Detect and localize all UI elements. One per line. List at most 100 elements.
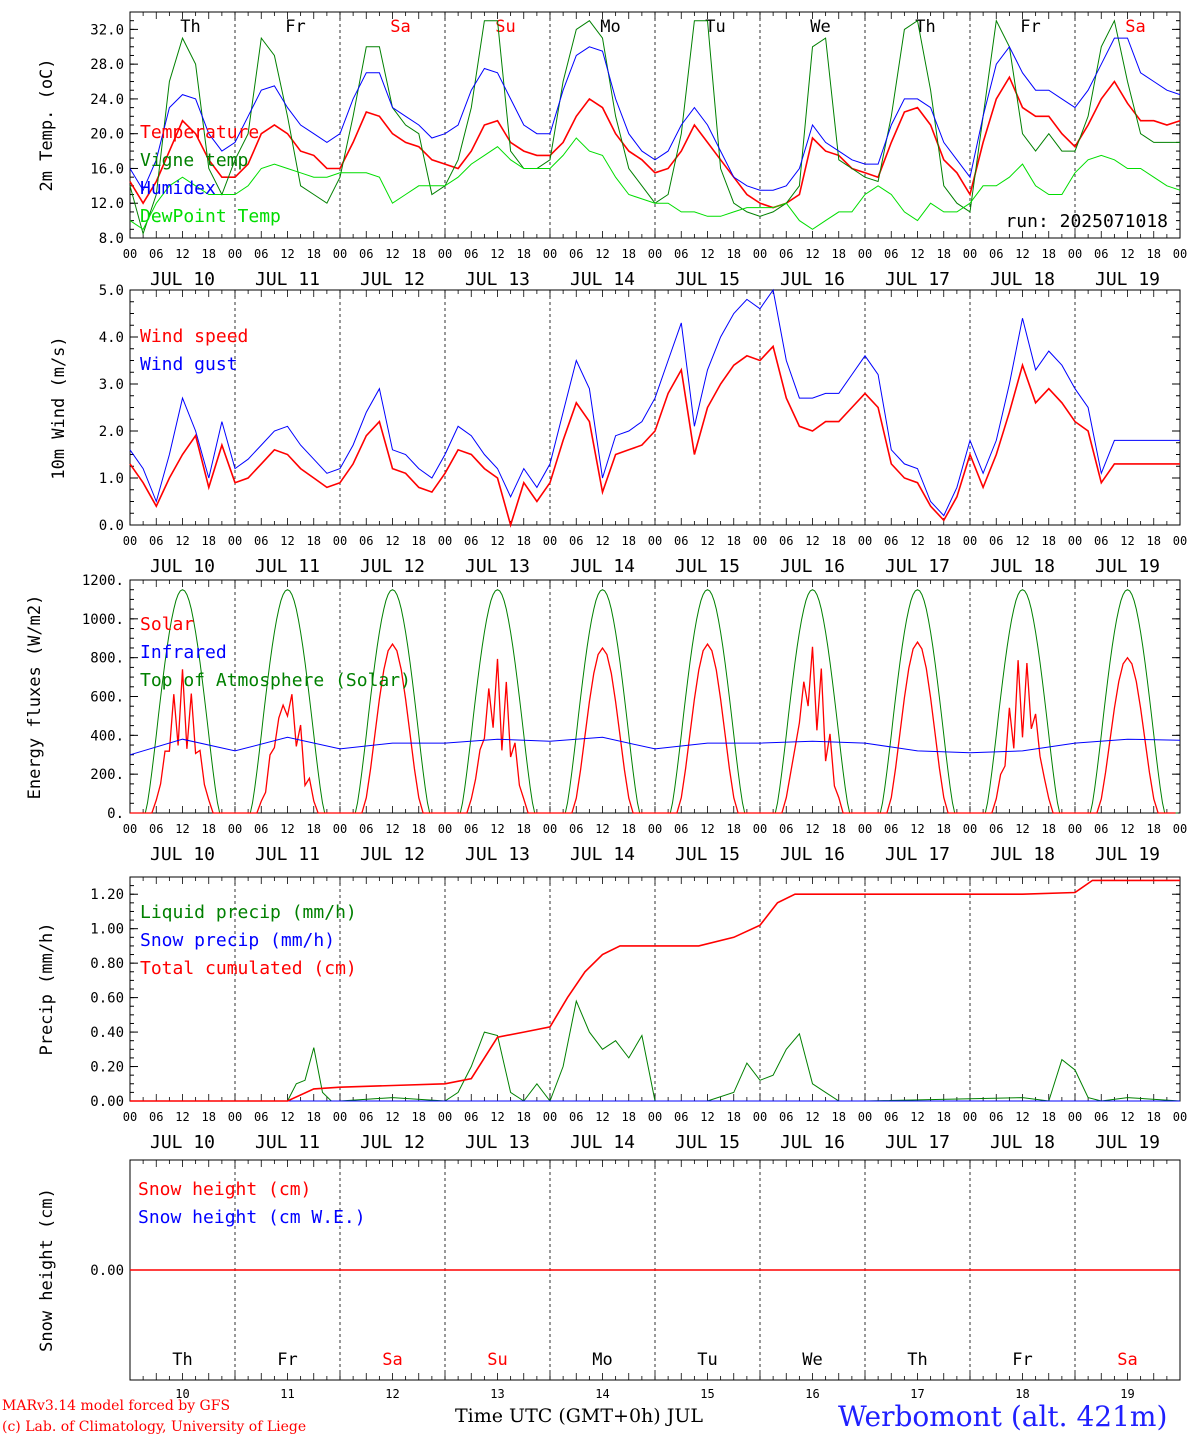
date-label: JUL 15 bbox=[675, 269, 740, 290]
hour-label: 18 bbox=[412, 534, 426, 548]
hour-label: 18 bbox=[412, 822, 426, 836]
legend-entry: Wind speed bbox=[140, 326, 248, 347]
hour-label: 18 bbox=[832, 1110, 846, 1124]
y-tick-label: 8.0 bbox=[99, 231, 124, 247]
hour-label: 06 bbox=[359, 822, 373, 836]
date-label: JUL 17 bbox=[885, 1132, 950, 1153]
hour-label: 12 bbox=[385, 822, 399, 836]
hour-label: 12 bbox=[175, 822, 189, 836]
hour-label: 00 bbox=[438, 1110, 452, 1124]
hour-label: 00 bbox=[123, 1110, 137, 1124]
hour-label: 12 bbox=[1120, 247, 1134, 261]
hour-label: 12 bbox=[175, 534, 189, 548]
hour-label: 00 bbox=[333, 822, 347, 836]
hour-label: 00 bbox=[753, 1110, 767, 1124]
y-tick-label: 800. bbox=[90, 651, 124, 667]
date-label: JUL 11 bbox=[255, 844, 320, 865]
y-tick-label: 1200. bbox=[82, 573, 124, 589]
hour-label: 12 bbox=[910, 822, 924, 836]
y-tick-label: 0.0 bbox=[99, 518, 124, 534]
hour-label: 00 bbox=[228, 822, 242, 836]
hour-label: 06 bbox=[884, 534, 898, 548]
day-name-label: Mo bbox=[600, 17, 620, 37]
day-name-label: Fr bbox=[1012, 1350, 1032, 1370]
hour-label: 18 bbox=[832, 247, 846, 261]
y-tick-label: 16.0 bbox=[90, 161, 124, 177]
hour-label: 00 bbox=[858, 1110, 872, 1124]
date-label: JUL 17 bbox=[885, 556, 950, 577]
hour-label: 00 bbox=[1068, 534, 1082, 548]
day-name-label: Th bbox=[915, 17, 935, 37]
hour-label: 18 bbox=[1147, 534, 1161, 548]
hour-label: 18 bbox=[832, 534, 846, 548]
hour-label: 06 bbox=[884, 1110, 898, 1124]
y-tick-label: 0.80 bbox=[90, 956, 124, 972]
day-number-label: 19 bbox=[1120, 1387, 1134, 1401]
y-axis-label: Snow height (cm) bbox=[37, 1188, 57, 1352]
date-label: JUL 10 bbox=[150, 269, 215, 290]
hour-label: 00 bbox=[1173, 1110, 1187, 1124]
date-label: JUL 15 bbox=[675, 844, 740, 865]
temp-series-line bbox=[129, 137, 1181, 231]
hour-label: 00 bbox=[648, 247, 662, 261]
hour-label: 00 bbox=[228, 534, 242, 548]
hour-label: 12 bbox=[280, 822, 294, 836]
hour-label: 18 bbox=[307, 822, 321, 836]
date-label: JUL 13 bbox=[465, 269, 530, 290]
hour-label: 18 bbox=[307, 534, 321, 548]
hour-label: 00 bbox=[963, 534, 977, 548]
hour-label: 00 bbox=[1068, 1110, 1082, 1124]
hour-label: 06 bbox=[779, 1110, 793, 1124]
legend-entry: Total cumulated (cm) bbox=[140, 958, 357, 979]
date-label: JUL 16 bbox=[780, 269, 845, 290]
hour-label: 06 bbox=[989, 822, 1003, 836]
date-label: JUL 14 bbox=[570, 844, 635, 865]
y-tick-label: 0.00 bbox=[90, 1094, 124, 1110]
hour-label: 18 bbox=[1042, 534, 1056, 548]
day-number-label: 14 bbox=[595, 1387, 609, 1401]
hour-label: 06 bbox=[779, 534, 793, 548]
date-label: JUL 13 bbox=[465, 844, 530, 865]
hour-label: 18 bbox=[622, 534, 636, 548]
hour-label: 12 bbox=[490, 822, 504, 836]
legend-entry: Humidex bbox=[140, 178, 216, 199]
hour-label: 06 bbox=[569, 247, 583, 261]
day-number-label: 10 bbox=[175, 1387, 189, 1401]
legend-entry: Snow height (cm) bbox=[138, 1179, 311, 1200]
legend-entry: Infrared bbox=[140, 642, 227, 663]
y-tick-label: 600. bbox=[90, 690, 124, 706]
hour-label: 12 bbox=[805, 1110, 819, 1124]
hour-label: 18 bbox=[1042, 247, 1056, 261]
y-axis-label: 10m Wind (m/s) bbox=[49, 336, 69, 479]
hour-label: 06 bbox=[884, 822, 898, 836]
hour-label: 06 bbox=[464, 534, 478, 548]
y-tick-label: 2.0 bbox=[99, 424, 124, 440]
hour-label: 00 bbox=[123, 534, 137, 548]
legend-entry: Snow precip (mm/h) bbox=[140, 930, 335, 951]
hour-label: 00 bbox=[333, 534, 347, 548]
date-label: JUL 16 bbox=[780, 844, 845, 865]
y-tick-label: 32.0 bbox=[90, 22, 124, 38]
hour-label: 06 bbox=[989, 534, 1003, 548]
hour-label: 12 bbox=[1015, 1110, 1029, 1124]
hour-label: 06 bbox=[254, 1110, 268, 1124]
hour-label: 18 bbox=[202, 534, 216, 548]
hour-label: 18 bbox=[517, 822, 531, 836]
hour-label: 12 bbox=[595, 822, 609, 836]
hour-label: 18 bbox=[307, 1110, 321, 1124]
hour-label: 00 bbox=[858, 247, 872, 261]
hour-label: 00 bbox=[963, 822, 977, 836]
day-number-label: 11 bbox=[280, 1387, 294, 1401]
day-name-label: Mo bbox=[592, 1350, 612, 1370]
legend-entry: Vigne temp bbox=[140, 150, 248, 171]
hour-label: 00 bbox=[438, 534, 452, 548]
day-number-label: 16 bbox=[805, 1387, 819, 1401]
hour-label: 12 bbox=[280, 534, 294, 548]
hour-label: 18 bbox=[727, 1110, 741, 1124]
day-name-label: Su bbox=[495, 17, 515, 37]
hour-label: 18 bbox=[622, 1110, 636, 1124]
day-number-label: 12 bbox=[385, 1387, 399, 1401]
hour-label: 06 bbox=[359, 1110, 373, 1124]
day-name-label: Sa bbox=[390, 17, 410, 37]
temp-series-line bbox=[129, 75, 1181, 209]
